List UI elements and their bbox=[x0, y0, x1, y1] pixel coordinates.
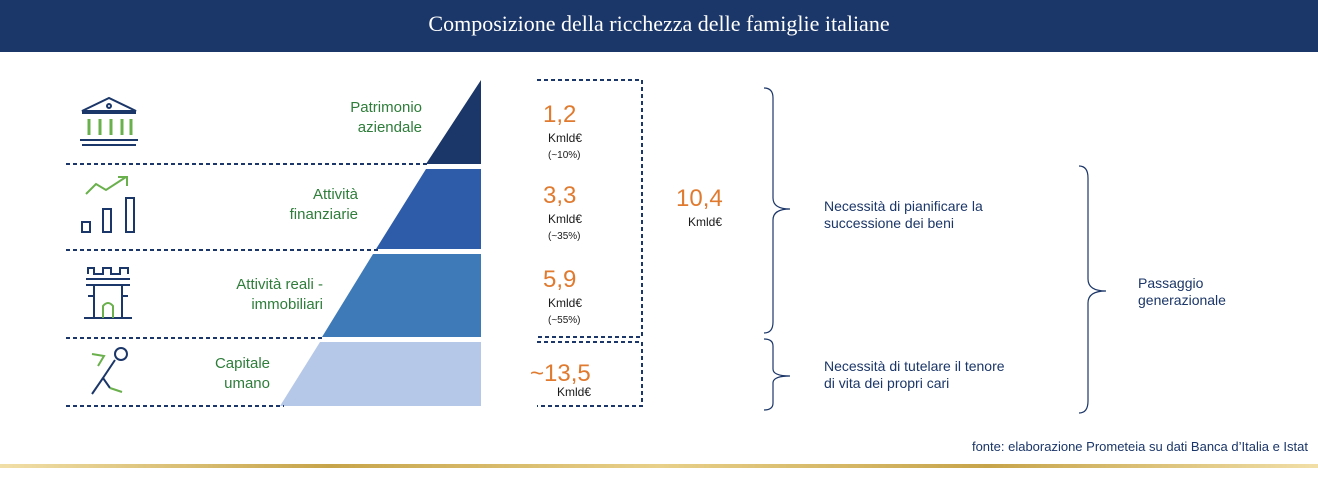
layer-label: immobiliari bbox=[251, 296, 323, 313]
rising-bar-chart-icon bbox=[81, 176, 135, 233]
total-unit: Kmld€ bbox=[688, 215, 722, 229]
source-note: fonte: elaborazione Prometeia su dati Ba… bbox=[971, 439, 1308, 454]
header-bar: Composizione della ricchezza delle famig… bbox=[0, 0, 1318, 52]
layer-label: umano bbox=[224, 375, 270, 392]
page-title: Composizione della ricchezza delle famig… bbox=[428, 11, 890, 36]
layer-label: aziendale bbox=[358, 119, 422, 136]
gold-divider bbox=[0, 464, 1318, 468]
layer-label: finanziarie bbox=[290, 206, 358, 223]
wealth-pyramid-diagram: Patrimonio aziendale Attività finanziari… bbox=[66, 79, 1226, 414]
layer-label: Capitale bbox=[215, 355, 270, 372]
note-protect-lifestyle: di vita dei propri cari bbox=[824, 375, 949, 391]
layer-label: Attività reali - bbox=[236, 276, 323, 293]
pyramid-band-capitale-umano bbox=[280, 342, 481, 406]
layer-share: (~35%) bbox=[548, 231, 581, 242]
note-plan-succession: Necessità di pianificare la bbox=[824, 198, 983, 214]
layer-value: 1,2 bbox=[543, 101, 576, 128]
brace-lower bbox=[763, 338, 791, 411]
pyramid-band-attivita-reali bbox=[322, 254, 481, 337]
running-person-icon bbox=[91, 347, 128, 395]
layer-unit: Kmld€ bbox=[548, 296, 582, 310]
brace-upper bbox=[763, 87, 791, 334]
layer-label: Attività bbox=[313, 186, 359, 203]
note-plan-succession: successione dei beni bbox=[824, 215, 954, 231]
value-box-lower bbox=[537, 341, 643, 407]
note-generational-transfer: Passaggio bbox=[1138, 275, 1204, 291]
layer-share: (~10%) bbox=[548, 150, 581, 161]
layer-unit: Kmld€ bbox=[548, 212, 582, 226]
bank-building-icon bbox=[80, 96, 138, 146]
pyramid-band-attivita-finanziarie bbox=[376, 169, 481, 249]
layer-unit: Kmld€ bbox=[548, 131, 582, 145]
layer-value: 3,3 bbox=[543, 182, 576, 209]
castle-tower-icon bbox=[84, 267, 132, 319]
note-protect-lifestyle: Necessità di tutelare il tenore bbox=[824, 358, 1005, 374]
brace-outer bbox=[1078, 165, 1107, 414]
layer-label: Patrimonio bbox=[350, 99, 422, 116]
layer-unit: Kmld€ bbox=[557, 385, 591, 399]
pyramid-band-patrimonio-aziendale bbox=[426, 80, 481, 164]
layer-share: (~55%) bbox=[548, 315, 581, 326]
layer-value: ~13,5 bbox=[530, 360, 591, 387]
layer-value: 5,9 bbox=[543, 266, 576, 293]
total-value: 10,4 bbox=[676, 185, 723, 212]
value-box-upper bbox=[537, 79, 643, 338]
note-generational-transfer: generazionale bbox=[1138, 292, 1226, 308]
